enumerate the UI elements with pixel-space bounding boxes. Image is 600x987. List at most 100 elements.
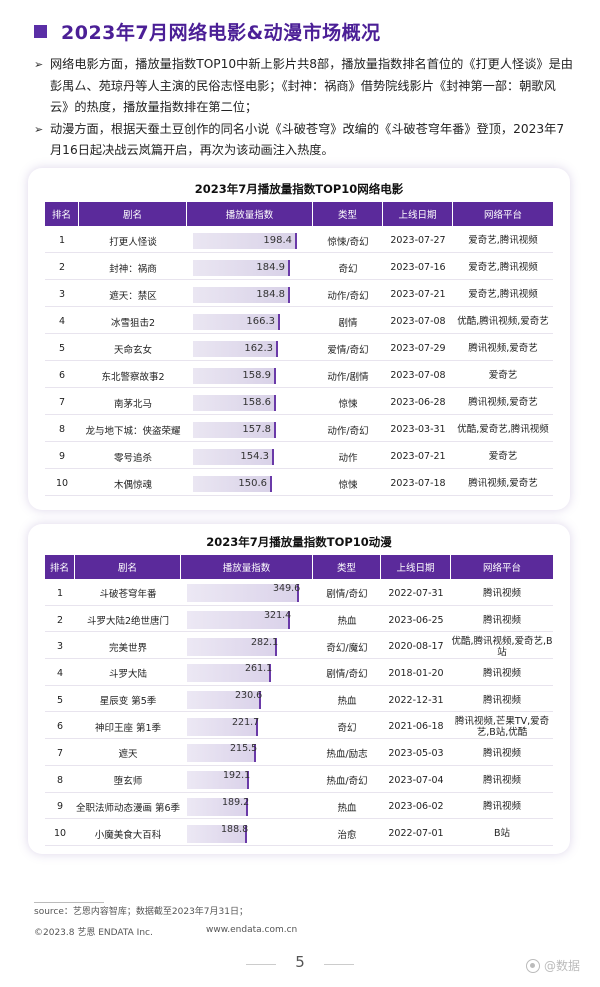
col-header-index: 播放量指数 — [181, 555, 313, 579]
table-row: 1 打更人怪谈 198.4 惊悚/奇幻 2023-07-27 爱奇艺,腾讯视频 — [45, 229, 553, 253]
anime-table: 排名 剧名 播放量指数 类型 上线日期 网络平台 1 斗破苍穹年番 349.6 剧情/… — [45, 552, 553, 849]
platform-cell: B站 — [451, 822, 553, 846]
table-row: 9 零号追杀 154.3 动作 2023-07-21 爱奇艺 — [45, 445, 553, 469]
index-bar: 349.6 — [187, 584, 300, 603]
index-value: 157.8 — [242, 423, 271, 435]
index-value: 189.2 — [222, 796, 250, 808]
index-value: 166.3 — [246, 315, 275, 327]
date-cell: 2023-06-25 — [381, 609, 451, 633]
platform-cell: 爱奇艺,腾讯视频 — [453, 256, 553, 280]
rank-cell: 3 — [45, 283, 79, 307]
rank-cell: 4 — [45, 662, 75, 686]
anime-table-card: 2023年7月播放量指数TOP10动漫 排名 剧名 播放量指数 类型 上线日期 … — [28, 524, 570, 854]
rank-cell: 1 — [45, 582, 75, 606]
index-value: 282.1 — [251, 636, 279, 648]
index-cell: 188.8 — [181, 822, 313, 846]
platform-cell: 腾讯视频 — [451, 742, 553, 766]
title-cell: 完美世界 — [75, 635, 181, 660]
index-bar: 215.5 — [187, 743, 258, 763]
platform-cell: 优酷,爱奇艺,腾讯视频 — [453, 418, 553, 442]
date-cell: 2018-01-20 — [381, 662, 451, 686]
index-bar: 189.2 — [187, 796, 250, 816]
index-cell: 150.6 — [187, 472, 313, 496]
col-header-date: 上线日期 — [381, 555, 451, 579]
rank-cell: 10 — [45, 472, 79, 496]
title-cell: 天命玄女 — [79, 337, 187, 361]
genre-cell: 惊悚 — [313, 391, 383, 415]
index-value: 321.4 — [264, 610, 292, 622]
date-cell: 2023-07-21 — [383, 283, 453, 307]
genre-cell: 剧情/奇幻 — [313, 582, 381, 606]
index-cell: 321.4 — [181, 609, 313, 633]
index-value: 150.6 — [238, 477, 267, 489]
date-cell: 2023-07-21 — [383, 445, 453, 469]
table-row: 7 南茅北马 158.6 惊悚 2023-06-28 腾讯视频,爱奇艺 — [45, 391, 553, 415]
arrow-bullet-icon: ➢ — [34, 58, 44, 71]
rank-cell: 4 — [45, 310, 79, 334]
rank-cell: 2 — [45, 609, 75, 633]
genre-cell: 惊悚 — [313, 472, 383, 496]
index-value: 184.8 — [256, 288, 285, 300]
footer-divider — [34, 902, 104, 903]
table-row: 3 完美世界 282.1 奇幻/魔幻 2020-08-17 优酷,腾讯视频,爱奇艺,B站 — [45, 635, 553, 660]
genre-cell: 剧情 — [313, 310, 383, 334]
rank-cell: 1 — [45, 229, 79, 253]
index-cell: 215.5 — [181, 742, 313, 766]
index-bar: 321.4 — [187, 610, 292, 630]
col-header-platform: 网络平台 — [453, 202, 553, 226]
index-bar: 157.8 — [193, 421, 276, 438]
genre-cell: 爱情/奇幻 — [313, 337, 383, 361]
title-cell: 堕玄师 — [75, 769, 181, 793]
website-link[interactable]: www.endata.com.cn — [206, 925, 298, 935]
bullet-item: ➢ 动漫方面，根据天蚕土豆创作的同名小说《斗破苍穹》改编的《斗破苍穹年番》登顶，… — [34, 119, 574, 162]
index-value: 215.5 — [230, 743, 258, 755]
index-bar: 150.6 — [193, 475, 272, 492]
source-note: source：艺恩内容智库；数据截至2023年7月31日； — [34, 907, 248, 917]
movie-table-title: 2023年7月播放量指数TOP10网络电影 — [194, 182, 404, 196]
index-bar: 282.1 — [187, 636, 279, 656]
table-row: 8 龙与地下城：侠盗荣耀 157.8 动作/奇幻 2023-03-31 优酷,爱奇艺,腾讯… — [45, 418, 553, 442]
rank-cell: 5 — [45, 337, 79, 361]
table-row: 7 遮天 215.5 热血/励志 2023-05-03 腾讯视频 — [45, 742, 553, 766]
col-header-name: 剧名 — [79, 202, 187, 226]
title-cell: 全职法师动态漫画 第6季 — [75, 796, 181, 820]
platform-cell: 腾讯视频 — [451, 796, 553, 820]
table-row: 4 斗罗大陆 261.1 剧情/奇幻 2018-01-20 腾讯视频 — [45, 662, 553, 686]
index-bar: 158.9 — [193, 367, 276, 384]
table-header-row: 排名 剧名 播放量指数 类型 上线日期 网络平台 — [45, 202, 553, 226]
genre-cell: 奇幻 — [313, 256, 383, 280]
table-row: 9 全职法师动态漫画 第6季 189.2 热血 2023-06-02 腾讯视频 — [45, 796, 553, 820]
genre-cell: 热血 — [313, 796, 381, 820]
rank-cell: 6 — [45, 715, 75, 740]
col-header-genre: 类型 — [313, 202, 383, 226]
platform-cell: 腾讯视频,芒果TV,爱奇艺,B站,优酷 — [451, 715, 553, 740]
rank-cell: 7 — [45, 742, 75, 766]
index-bar: 154.3 — [193, 448, 274, 465]
platform-cell: 腾讯视频,爱奇艺 — [453, 337, 553, 361]
platform-cell: 爱奇艺,腾讯视频 — [453, 283, 553, 307]
genre-cell: 动作/奇幻 — [313, 418, 383, 442]
date-cell: 2023-07-08 — [383, 364, 453, 388]
index-cell: 184.9 — [187, 256, 313, 280]
index-bar: 188.8 — [187, 825, 248, 843]
title-cell: 南茅北马 — [79, 391, 187, 415]
title-cell: 遮天 — [75, 742, 181, 766]
genre-cell: 惊悚/奇幻 — [313, 229, 383, 253]
date-cell: 2021-06-18 — [381, 715, 451, 740]
index-value: 158.6 — [242, 396, 271, 408]
title-cell: 遮天：禁区 — [79, 283, 187, 307]
rank-cell: 9 — [45, 796, 75, 820]
genre-cell: 奇幻/魔幻 — [313, 635, 381, 660]
index-bar: 192.1 — [187, 770, 251, 790]
index-cell: 349.6 — [181, 582, 313, 606]
rank-cell: 6 — [45, 364, 79, 388]
index-value: 192.1 — [223, 770, 251, 782]
index-cell: 221.7 — [181, 715, 313, 740]
title-cell: 神印王座 第1季 — [75, 715, 181, 740]
date-cell: 2022-07-01 — [381, 822, 451, 846]
genre-cell: 热血 — [313, 609, 381, 633]
bullet-item: ➢ 网络电影方面，播放量指数TOP10中新上影片共8部，播放量指数排名首位的《打… — [34, 54, 574, 119]
title-cell: 封神：祸商 — [79, 256, 187, 280]
index-cell: 261.1 — [181, 662, 313, 686]
platform-cell: 腾讯视频 — [451, 582, 553, 606]
